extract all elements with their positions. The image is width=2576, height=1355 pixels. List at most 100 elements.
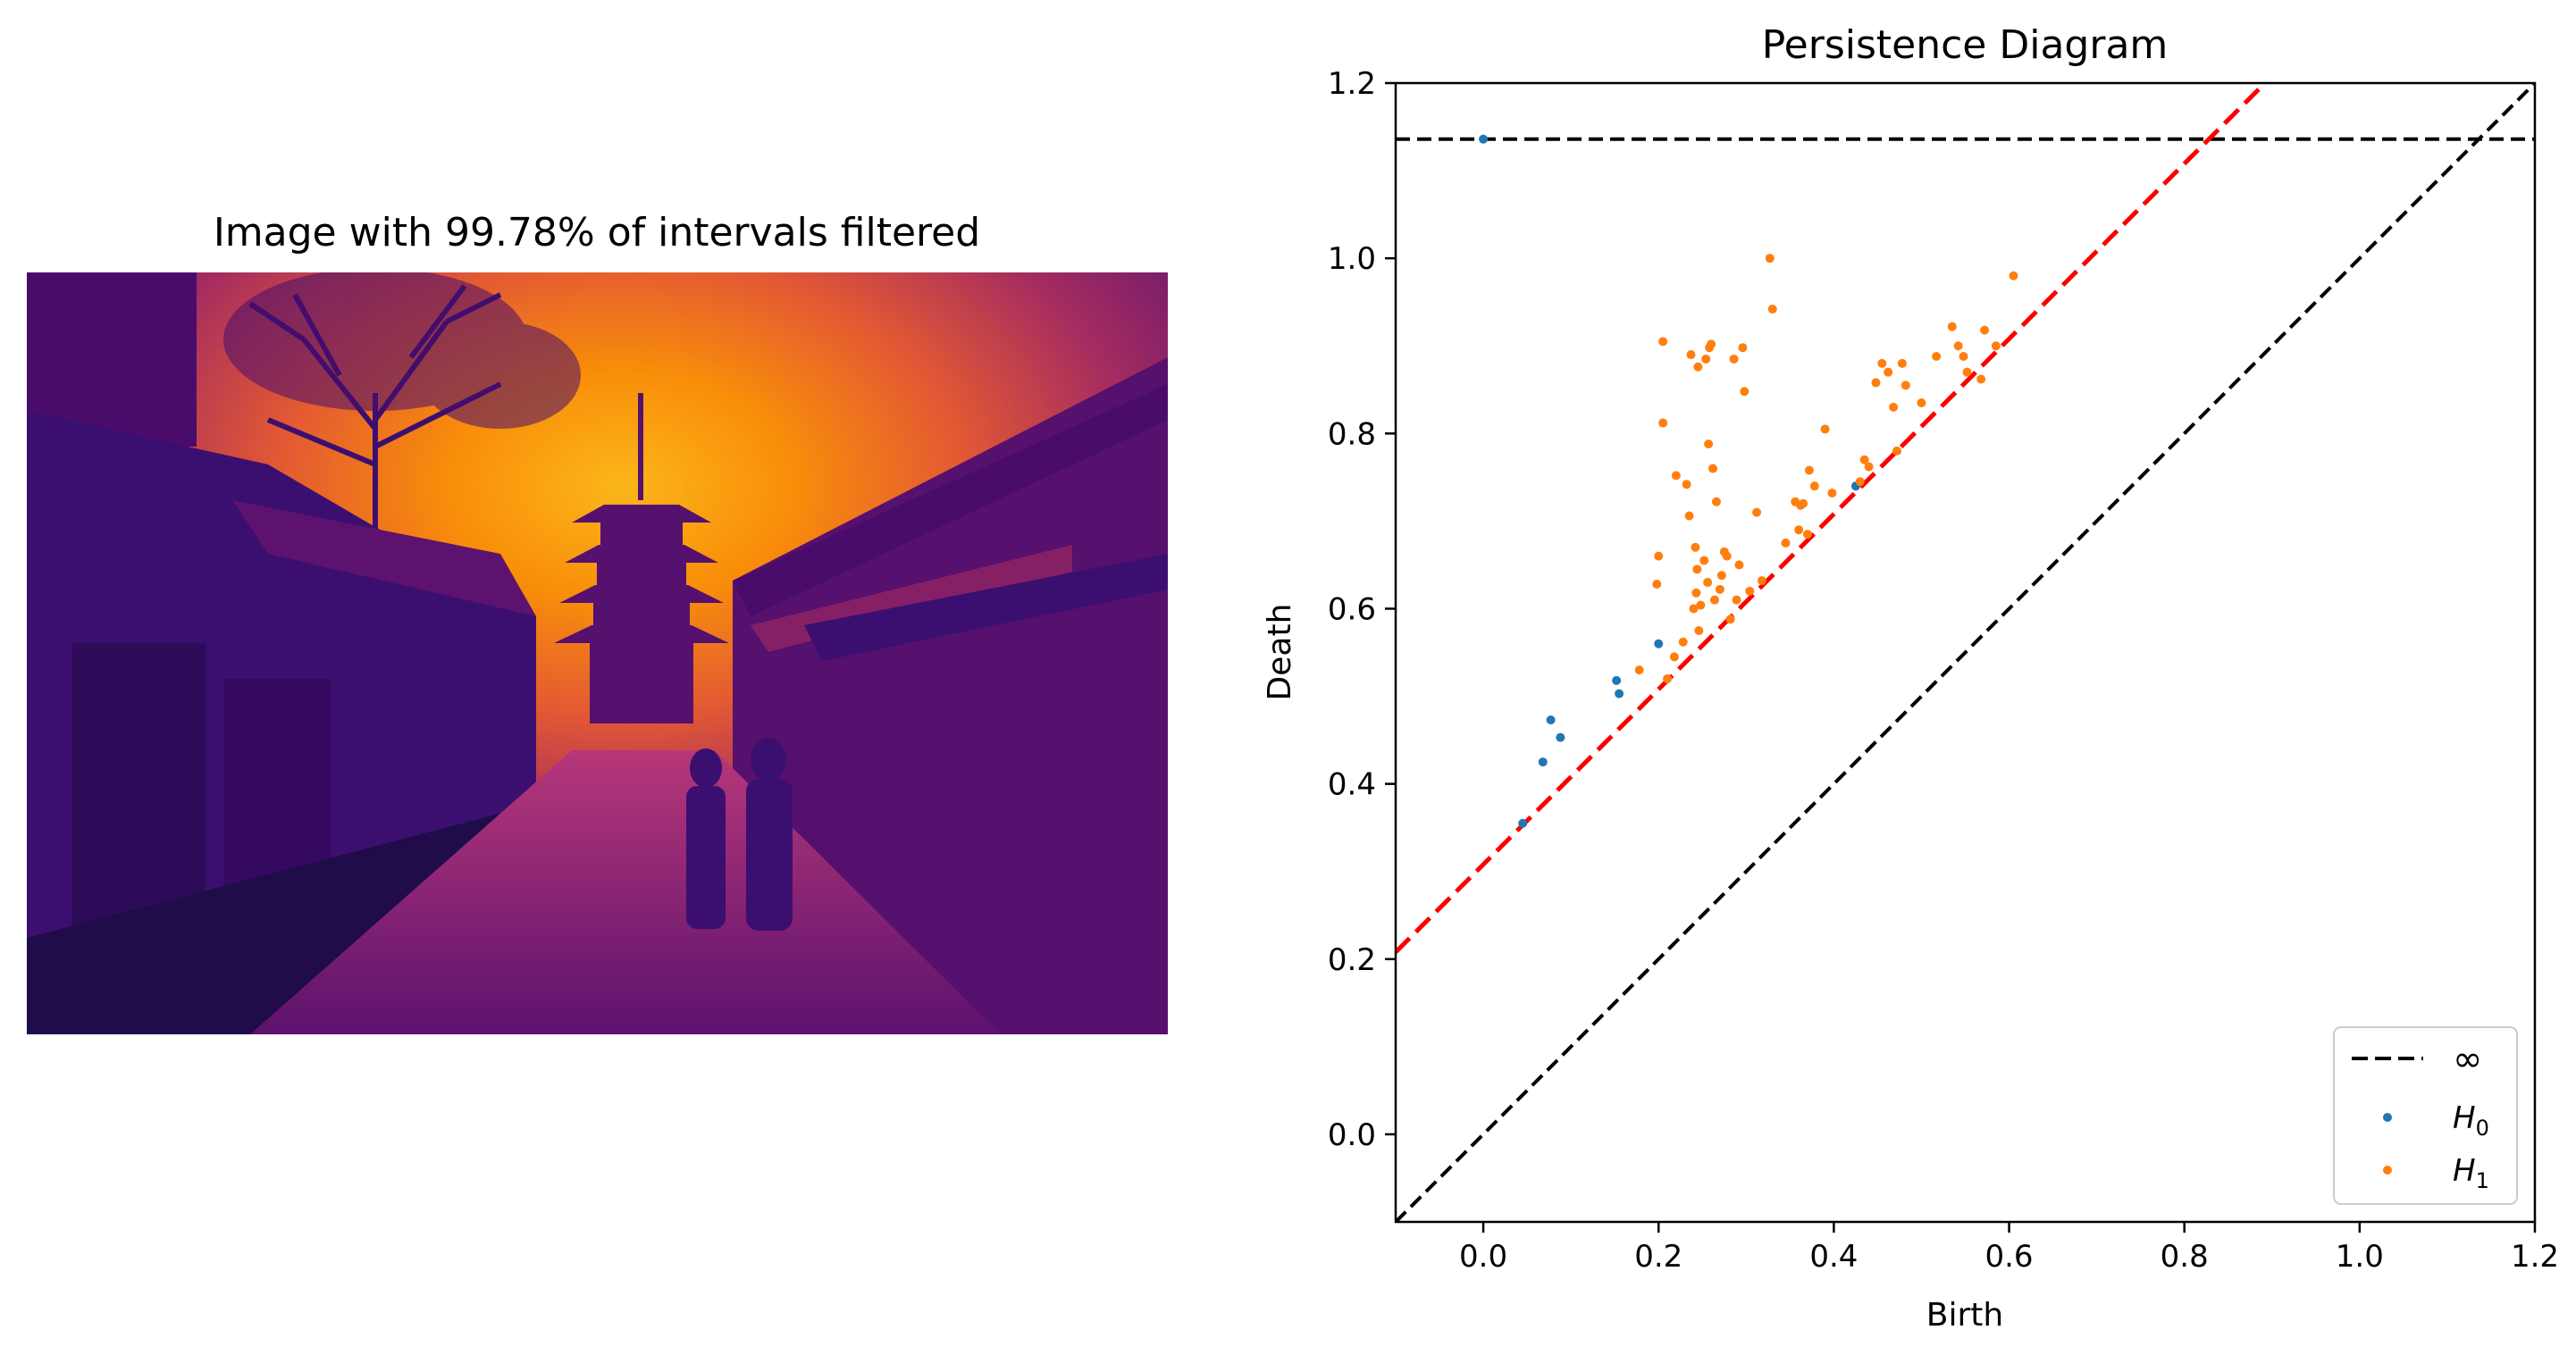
- point-h1: [1684, 511, 1694, 521]
- point-h1: [1669, 652, 1679, 662]
- point-h1: [1652, 580, 1662, 589]
- x-axis-ticks: 0.0 0.2 0.4 0.6 0.8 1.0 1.2: [1459, 1222, 2559, 1275]
- y-tick-label: 0.6: [1328, 591, 1376, 627]
- point-h1: [1897, 358, 1907, 368]
- point-h0: [1538, 757, 1548, 767]
- point-h1: [1752, 507, 1762, 517]
- point-h1: [1682, 480, 1691, 489]
- point-h1: [2009, 271, 2018, 280]
- point-h1: [1692, 565, 1702, 574]
- legend-box: [2333, 1026, 2518, 1205]
- point-h1: [1959, 352, 1968, 361]
- persistence-diagram: Persistence Diagram 0.0 0.2 0.4 0.6 0.8 1.0 1.…: [1262, 22, 2559, 1334]
- legend-h0-sub: 0: [2476, 1116, 2489, 1141]
- point-h1: [1980, 325, 1990, 335]
- point-h1: [1855, 477, 1865, 487]
- point-h1: [1740, 387, 1749, 397]
- y-tick-label: 1.2: [1328, 66, 1376, 102]
- point-h1: [1827, 489, 1837, 498]
- point-h0: [1518, 818, 1528, 828]
- point-h1: [1691, 588, 1701, 598]
- point-h1: [1704, 439, 1714, 449]
- point-h1: [1871, 378, 1881, 388]
- diagonal-line: [1396, 83, 2535, 1222]
- point-h1: [1962, 367, 1972, 377]
- point-h0: [1546, 715, 1556, 725]
- plot-lines: [1396, 83, 2535, 1222]
- point-h1: [1932, 352, 1942, 361]
- point-h0: [1556, 732, 1565, 742]
- point-h1: [1699, 556, 1709, 565]
- y-tick-label: 0.0: [1328, 1117, 1376, 1153]
- right-buildings: [733, 357, 1168, 1034]
- point-h0: [1612, 675, 1622, 685]
- point-h1: [1745, 586, 1755, 596]
- point-h1: [1708, 464, 1718, 473]
- point-h1: [1694, 625, 1704, 635]
- legend-infinity-label: ∞: [2453, 1039, 2482, 1080]
- x-tick-label: 1.2: [2511, 1239, 2559, 1275]
- point-h1: [1734, 560, 1744, 570]
- point-h1: [1710, 595, 1719, 605]
- point-h1: [1757, 576, 1766, 586]
- point-h1: [1711, 497, 1721, 506]
- point-h1: [1799, 498, 1808, 508]
- y-tick-label: 1.0: [1328, 241, 1376, 277]
- point-h1: [1732, 595, 1741, 605]
- legend-h1-sub: 1: [2476, 1168, 2489, 1193]
- point-h1: [1715, 584, 1724, 594]
- point-h1: [1877, 358, 1887, 368]
- point-h1: [1696, 600, 1706, 610]
- point-h1: [1722, 551, 1732, 561]
- left-buildings: [27, 272, 572, 1034]
- legend-h0-main: H: [2453, 1100, 2476, 1136]
- point-h1: [1976, 374, 1986, 384]
- y-tick-label: 0.4: [1328, 767, 1376, 803]
- point-h1: [1889, 402, 1899, 412]
- point-h1: [1917, 397, 1926, 407]
- filtered-image: [27, 272, 1168, 1034]
- point-h1: [1820, 424, 1830, 434]
- y-tick-label: 0.2: [1328, 942, 1376, 978]
- point-h1: [1701, 354, 1711, 364]
- point-h1: [1892, 446, 1901, 456]
- x-tick-label: 0.4: [1809, 1239, 1858, 1275]
- point-h1: [1864, 462, 1874, 472]
- legend-h0-marker: [2383, 1113, 2392, 1122]
- tree-canopy: [223, 272, 581, 429]
- point-h1: [1663, 673, 1673, 683]
- point-h1: [1725, 615, 1735, 624]
- point-h1: [1686, 350, 1696, 360]
- plot-points: [1479, 134, 2018, 828]
- point-h0: [1479, 134, 1489, 144]
- point-h1: [1991, 341, 2001, 351]
- chart-title: Persistence Diagram: [1762, 22, 2169, 68]
- x-tick-label: 0.2: [1634, 1239, 1682, 1275]
- point-h1: [1947, 322, 1957, 331]
- point-h0: [1654, 639, 1664, 648]
- x-tick-label: 1.0: [2336, 1239, 2384, 1275]
- point-h1: [1691, 542, 1700, 552]
- point-h1: [1654, 551, 1664, 561]
- legend-h1-marker: [2383, 1166, 2392, 1175]
- people-silhouette: [686, 738, 793, 931]
- point-h1: [1716, 571, 1726, 581]
- point-h1: [1804, 465, 1814, 475]
- point-h1: [1884, 367, 1893, 377]
- point-h1: [1678, 637, 1688, 647]
- point-h1: [1794, 525, 1804, 535]
- point-h1: [1765, 254, 1775, 263]
- point-h1: [1693, 362, 1703, 372]
- point-h1: [1634, 665, 1644, 675]
- x-tick-label: 0.6: [1984, 1239, 2033, 1275]
- axes-frame: [1394, 81, 2537, 1224]
- point-h1: [1738, 343, 1748, 353]
- y-tick-label: 0.8: [1328, 416, 1376, 452]
- street: [250, 750, 1001, 1034]
- y-axis-label: Death: [1262, 604, 1298, 701]
- image-panel-title: Image with 99.78% of intervals filtered: [214, 210, 980, 255]
- x-axis-label: Birth: [1926, 1297, 2003, 1334]
- point-h1: [1658, 337, 1668, 347]
- point-h1: [1689, 604, 1699, 614]
- image-panel: Image with 99.78% of intervals filtered: [27, 210, 1168, 1034]
